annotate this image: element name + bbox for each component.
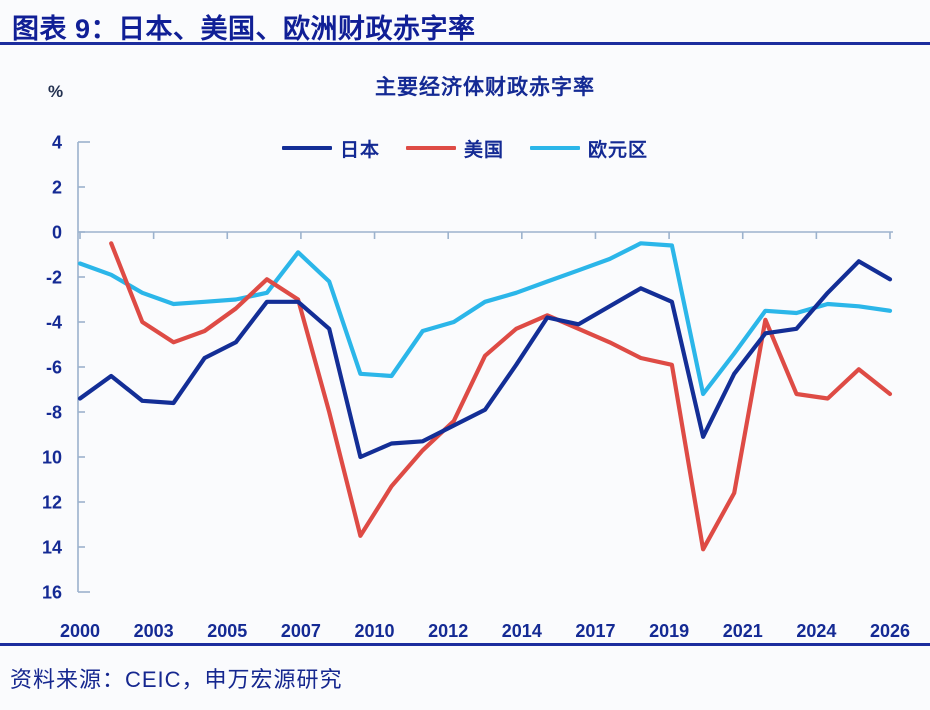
y-tick-label: -8 [46,403,62,423]
legend-item-eurozone: 欧元区 [530,135,648,162]
y-tick-label: 4 [52,133,62,153]
source-text: 资料来源：CEIC，申万宏源研究 [10,667,343,692]
series-line-japan [77,259,893,460]
y-tick-label: 12 [42,493,62,513]
legend-label-us: 美国 [463,139,504,161]
chart-legend: 日本 美国 欧元区 [0,135,930,162]
legend-item-us: 美国 [405,135,504,162]
legend-line-swatch-eurozone [530,146,580,150]
x-tick-label: 2026 [870,621,910,641]
x-tick-label: 2014 [502,621,542,641]
x-tick-label: 2010 [355,621,395,641]
x-tick-label: 2007 [281,621,321,641]
x-tick-label: 2012 [428,621,468,641]
y-tick-label: -2 [46,268,62,288]
x-tick-label: 2024 [796,621,836,641]
figure-header: 图表 9：日本、美国、欧洲财政赤字率 [0,0,930,45]
y-tick-label: 0 [52,223,62,243]
x-tick-label: 2003 [134,621,174,641]
x-tick-label: 2021 [723,621,763,641]
y-tick-label: -4 [46,313,62,333]
y-tick-label: 16 [42,583,62,603]
figure-caption: 图表 9：日本、美国、欧洲财政赤字率 [12,14,476,44]
legend-label-japan: 日本 [339,139,380,161]
chart-title: 主要经济体财政赤字率 [375,76,595,99]
legend-line-swatch-japan [281,146,332,150]
series-line-us [109,241,893,552]
legend-item-japan: 日本 [281,135,380,162]
figure-footer: 资料来源：CEIC，申万宏源研究 [0,643,930,710]
y-tick-label: 2 [52,178,62,198]
x-tick-label: 2000 [60,621,100,641]
x-tick-label: 2017 [575,621,615,641]
y-tick-label: 14 [42,538,62,558]
legend-label-eurozone: 欧元区 [588,139,649,161]
x-tick-label: 2019 [649,621,689,641]
x-tick-label: 2005 [207,621,247,641]
y-axis-unit-label: % [48,82,64,101]
legend-line-swatch-us [405,146,456,150]
y-tick-label: -6 [46,358,62,378]
y-tick-label: 10 [42,448,62,468]
series-line-eurozone [77,241,893,397]
